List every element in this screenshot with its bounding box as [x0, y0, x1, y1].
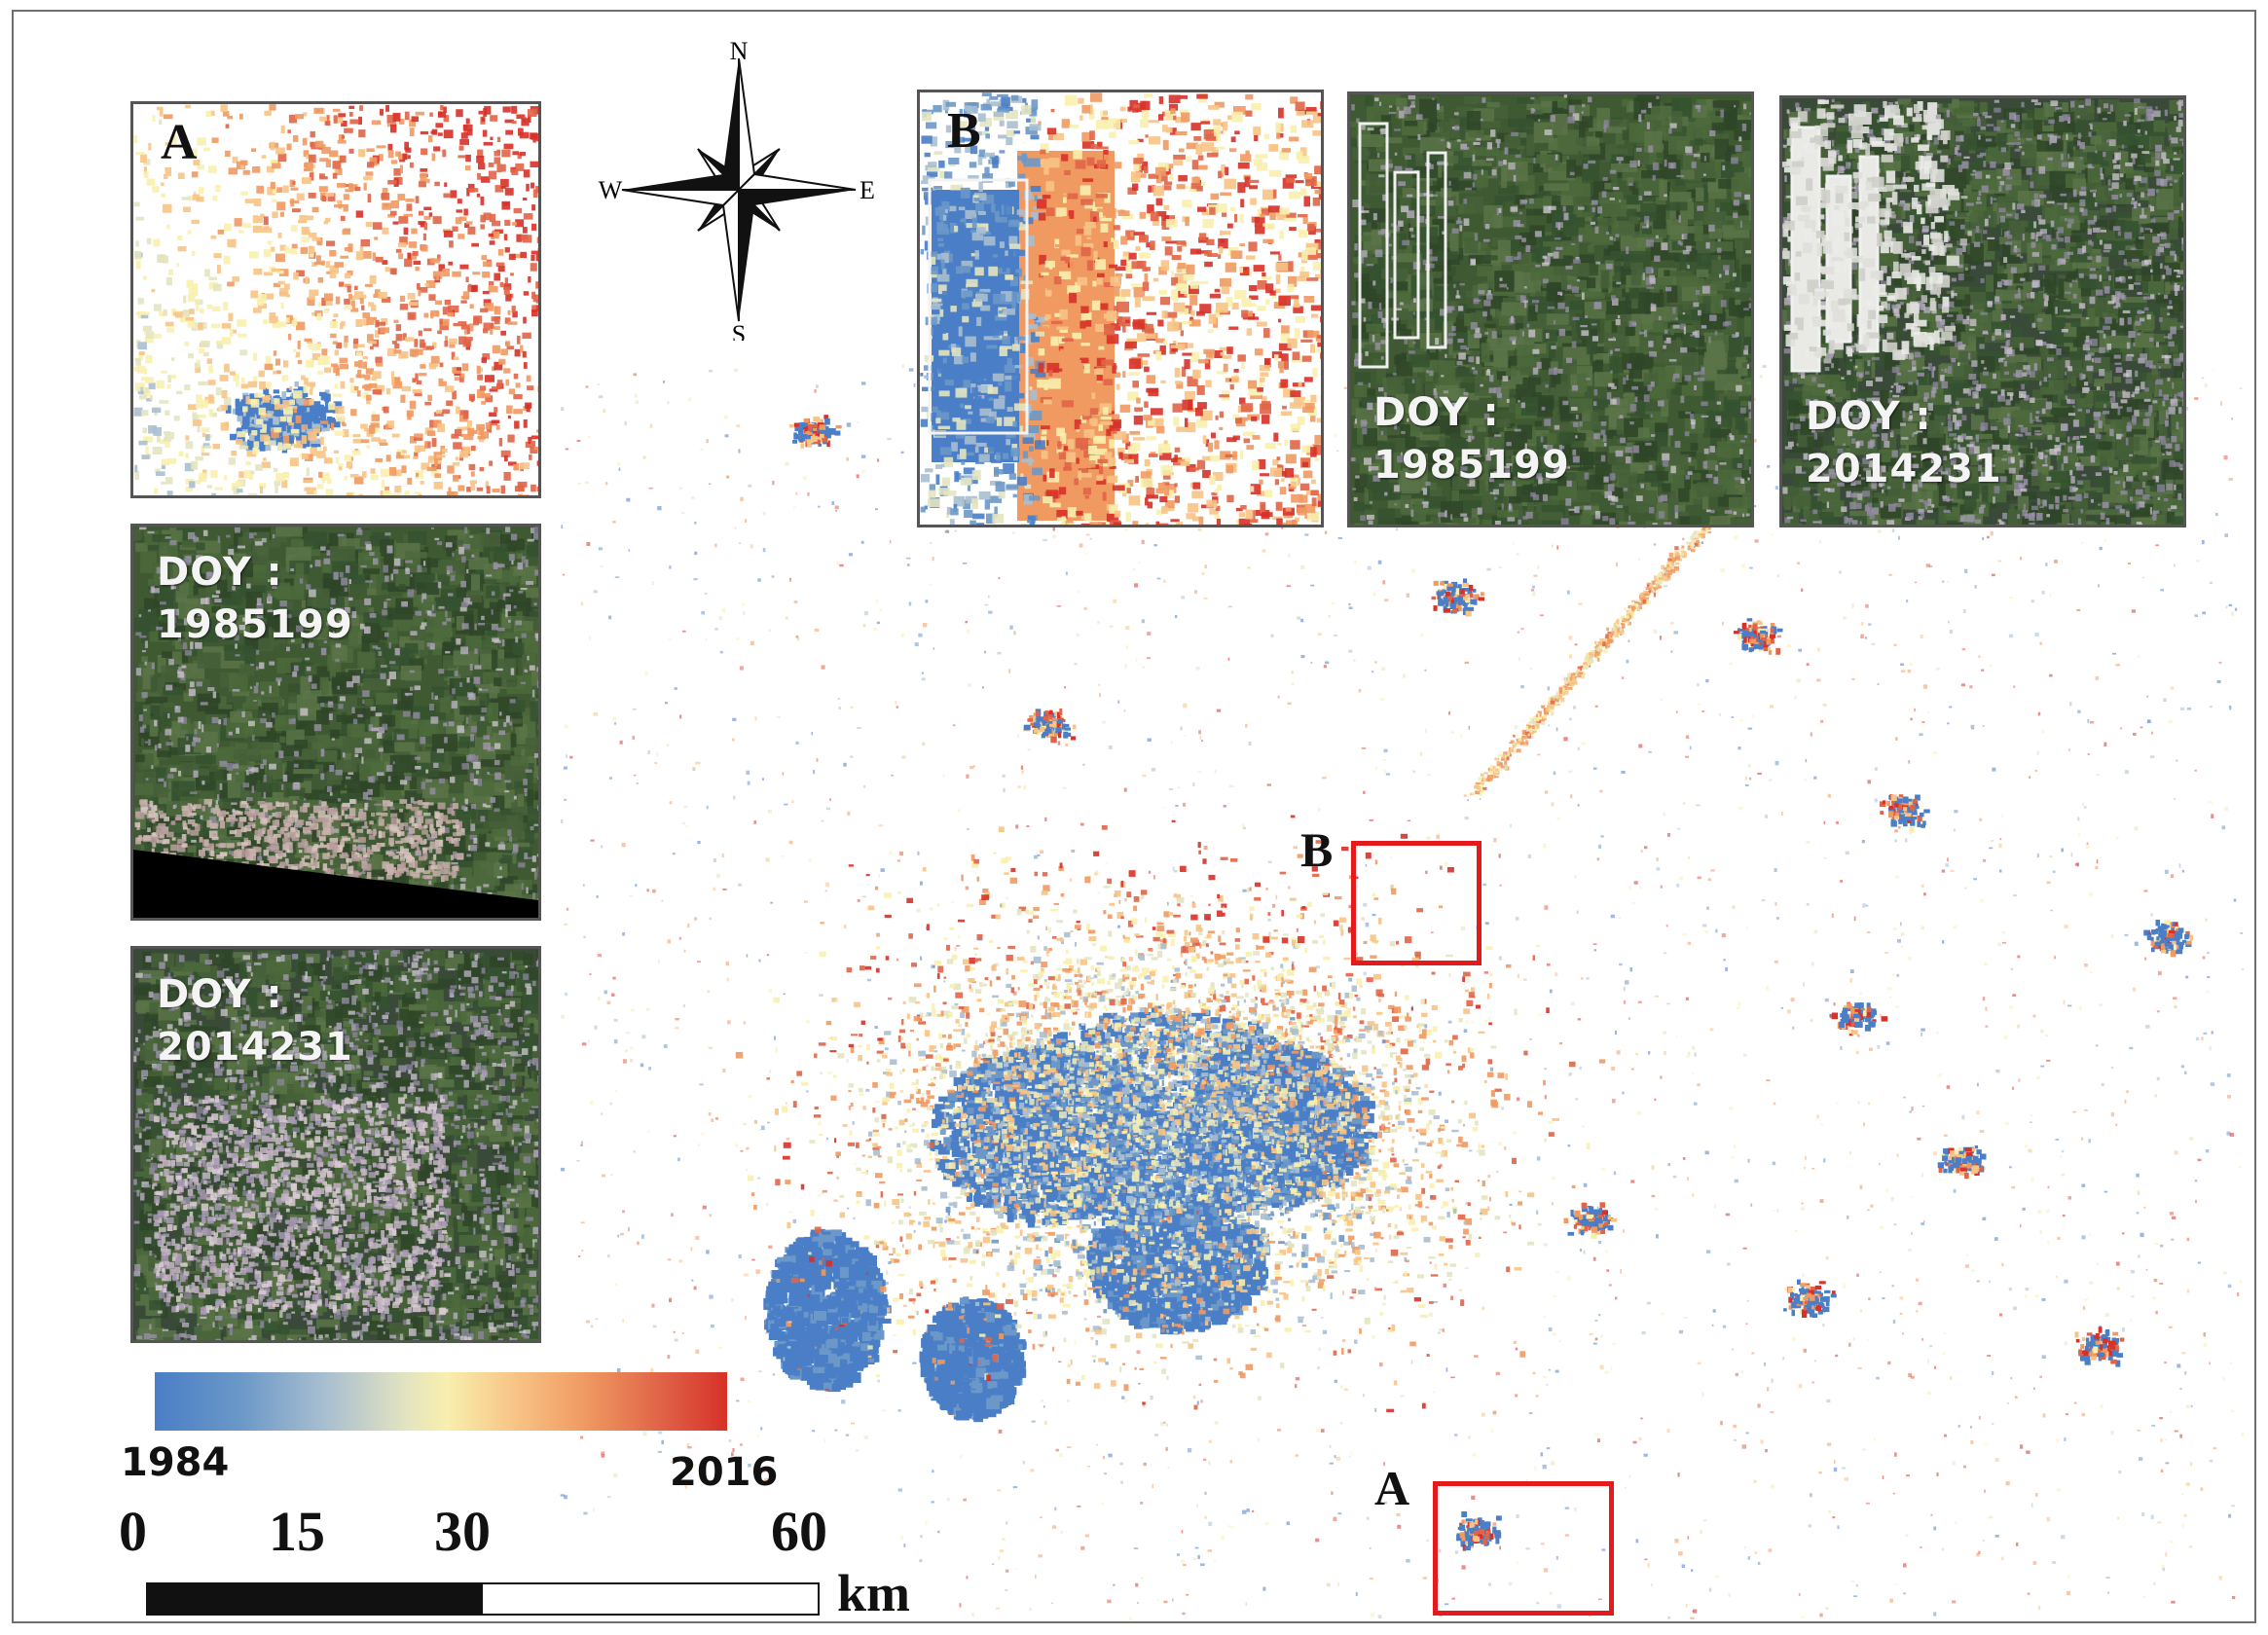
- doy-value: 1985199: [157, 599, 353, 651]
- inset-change-b: B: [917, 90, 1324, 527]
- region-a-box: [1433, 1481, 1614, 1616]
- inset-satellite-a-1985-image: [133, 527, 538, 918]
- scale-tick-15: 15: [269, 1499, 325, 1564]
- region-b-label: B: [1300, 821, 1333, 878]
- region-a-label: A: [1374, 1460, 1409, 1516]
- inset-satellite-a-2014-image: [133, 949, 538, 1340]
- compass-east: E: [860, 176, 875, 204]
- doy-prefix: DOY :: [1806, 390, 2002, 443]
- doy-label-b-2014: DOY : 2014231: [1806, 390, 2002, 495]
- doy-value: 2014231: [157, 1021, 353, 1073]
- inset-pixels: [133, 527, 538, 918]
- inset-satellite-b-2014-image: [1782, 98, 2183, 525]
- inset-pixels: [1782, 98, 2183, 525]
- urban-expansion-map: [560, 362, 2245, 1621]
- inset-pixels: [133, 949, 538, 1340]
- scale-bar-unit: km: [837, 1563, 910, 1621]
- inset-letter-b: B: [947, 102, 981, 160]
- compass-rose-icon: N S E W: [599, 39, 875, 341]
- region-b-box: [1351, 841, 1482, 965]
- year-color-ramp: [155, 1372, 727, 1431]
- inset-pixels: [920, 92, 1321, 525]
- figure-frame: N S E W A DOY : 1985199 DOY : 2014231 B: [12, 10, 2256, 1623]
- doy-prefix: DOY :: [1373, 386, 1570, 439]
- doy-label-a-2014: DOY : 2014231: [157, 968, 353, 1073]
- scale-tick-0: 0: [119, 1499, 147, 1564]
- compass-west: W: [599, 176, 623, 204]
- inset-letter-a: A: [161, 114, 198, 171]
- scale-bar: [146, 1582, 820, 1616]
- inset-satellite-b-1985-image: [1350, 94, 1751, 525]
- doy-prefix: DOY :: [157, 546, 353, 599]
- scale-tick-30: 30: [434, 1499, 491, 1564]
- compass-north: N: [730, 39, 749, 65]
- inset-satellite-a-1985: DOY : 1985199: [130, 524, 541, 921]
- doy-prefix: DOY :: [157, 968, 353, 1021]
- inset-pixels: [1350, 94, 1751, 525]
- inset-satellite-b-1985: DOY : 1985199: [1347, 91, 1754, 527]
- inset-change-a-map: [133, 104, 538, 495]
- compass-cardinal-points: [621, 57, 857, 322]
- compass-south: S: [732, 320, 746, 341]
- doy-label-b-1985: DOY : 1985199: [1373, 386, 1570, 491]
- doy-value: 1985199: [1373, 439, 1570, 491]
- inset-satellite-b-2014: DOY : 2014231: [1779, 95, 2186, 527]
- doy-value: 2014231: [1806, 443, 2002, 495]
- scale-tick-60: 60: [771, 1499, 827, 1564]
- map-change-pixels: [560, 362, 2245, 1621]
- doy-label-a-1985: DOY : 1985199: [157, 546, 353, 651]
- inset-change-b-map: [920, 92, 1321, 525]
- legend-start-year: 1984: [121, 1440, 229, 1485]
- inset-satellite-a-2014: DOY : 2014231: [130, 946, 541, 1343]
- inset-change-a: A: [130, 101, 541, 498]
- legend-end-year: 2016: [670, 1450, 778, 1495]
- scale-bar-filled-segment: [148, 1584, 483, 1614]
- inset-pixels: [133, 104, 538, 495]
